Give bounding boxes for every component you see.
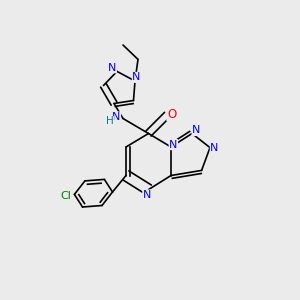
Text: H: H	[106, 116, 113, 127]
Text: N: N	[192, 125, 200, 136]
Text: O: O	[167, 108, 176, 121]
Text: Cl: Cl	[61, 191, 71, 201]
Text: N: N	[143, 190, 151, 200]
Text: N: N	[210, 142, 219, 153]
Text: N: N	[108, 63, 116, 73]
Text: N: N	[169, 140, 178, 150]
Text: N: N	[112, 112, 121, 122]
Text: N: N	[132, 72, 141, 82]
